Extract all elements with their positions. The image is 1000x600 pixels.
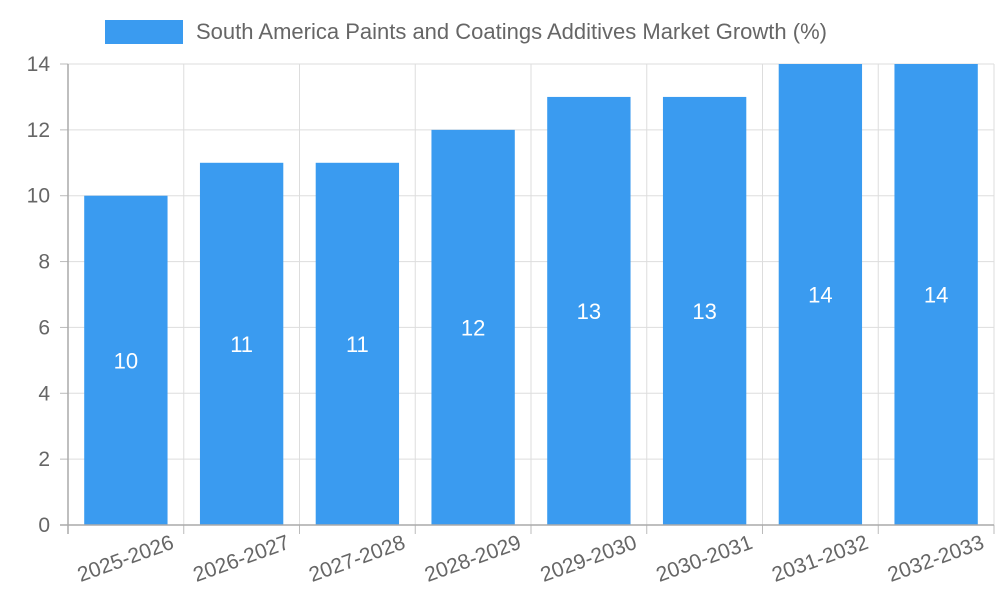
y-tick-label: 6 [38, 316, 50, 339]
legend-swatch [105, 20, 183, 44]
x-tick-label: 2025-2026 [75, 531, 177, 587]
y-tick-label: 12 [27, 119, 50, 142]
x-tick-label: 2032-2033 [885, 531, 987, 587]
y-tick-label: 14 [27, 53, 51, 76]
y-tick-label: 4 [38, 382, 50, 405]
bar [778, 64, 863, 525]
data-label: 14 [924, 283, 948, 308]
bar [199, 162, 284, 526]
x-tick-label: 2030-2031 [653, 531, 755, 587]
bar [662, 96, 747, 525]
bar [894, 64, 978, 525]
x-tick-label: 2027-2028 [306, 531, 408, 587]
x-tick-label: 2031-2032 [769, 531, 871, 587]
x-tick-label: 2029-2030 [538, 531, 640, 587]
bar [84, 195, 168, 525]
bars: 10 11 11 12 13 13 14 14 [84, 64, 978, 526]
y-tick-label: 10 [27, 185, 50, 208]
data-label: 13 [577, 299, 601, 324]
data-label: 14 [808, 283, 832, 308]
data-label: 10 [114, 348, 138, 373]
bar [315, 162, 400, 526]
axes [60, 63, 995, 534]
data-label: 11 [346, 332, 369, 357]
data-label: 13 [692, 299, 716, 324]
data-label: 11 [230, 332, 253, 357]
legend[interactable]: South America Paints and Coatings Additi… [105, 19, 827, 44]
y-tick-label: 0 [38, 514, 50, 537]
bar [547, 96, 631, 525]
legend-label: South America Paints and Coatings Additi… [196, 19, 827, 44]
y-tick-label: 8 [38, 251, 50, 274]
x-tick-label: 2026-2027 [190, 531, 292, 587]
y-tick-label: 2 [38, 448, 50, 471]
bar [431, 129, 515, 525]
data-label: 12 [461, 315, 485, 340]
x-tick-label: 2028-2029 [422, 531, 524, 587]
